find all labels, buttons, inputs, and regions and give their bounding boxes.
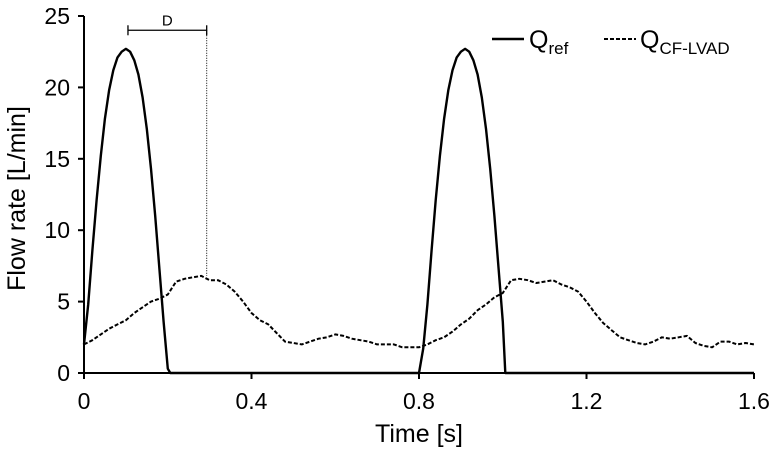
y-tick-label: 20	[44, 74, 70, 100]
y-tick-label: 5	[57, 289, 70, 315]
plot-lines	[82, 47, 755, 375]
annotation-label: D	[162, 12, 173, 29]
axes: 0 0.4 0.8 1.2 1.6 0 5 10 15 20 25 Time [s] Flow rate…	[3, 3, 770, 448]
y-tick-label: 25	[44, 3, 70, 29]
y-tick-label: 0	[57, 360, 70, 386]
x-tick-label: 1.2	[571, 388, 603, 414]
y-tick-label: 10	[44, 217, 70, 243]
duration-annotation: D	[127, 12, 208, 276]
series-line-ref	[82, 47, 754, 375]
x-tick-label: 1.6	[738, 388, 770, 414]
y-axis-title: Flow rate [L/min]	[3, 106, 31, 291]
legend-label-cf-lvad: QCF-LVAD	[640, 26, 730, 58]
x-tick-label: 0.4	[236, 388, 268, 414]
x-tick-label: 0	[78, 388, 91, 414]
y-tick-label: 15	[44, 146, 70, 172]
x-axis-title: Time [s]	[375, 420, 463, 448]
x-tick-label: 0.8	[403, 388, 435, 414]
legend: Qref QCF-LVAD	[492, 26, 730, 58]
series-line-cf-lvad	[83, 274, 755, 349]
legend-label-ref: Qref	[529, 26, 569, 58]
